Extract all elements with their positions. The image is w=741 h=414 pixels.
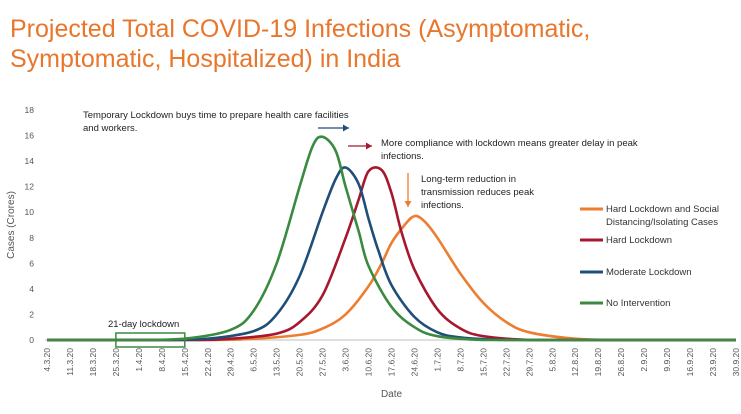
y-tick-label: 10 [25,207,35,217]
y-tick-label: 16 [25,131,35,141]
x-tick-label: 6.5.20 [249,348,259,372]
legend: Hard Lockdown and Social Distancing/Isola… [580,204,719,309]
x-tick-label: 15.4.20 [180,348,190,377]
chart-title: Projected Total COVID-19 Infections (Asy… [10,15,591,73]
x-tick-label: 20.5.20 [295,348,305,377]
x-tick-label: 15.7.20 [478,348,488,377]
x-tick-label: 26.8.20 [616,348,626,377]
x-axis-label: Date [381,389,403,400]
x-tick-label: 27.5.20 [318,348,328,377]
annotation-21-day-lockdown: 21-day lockdown [108,319,179,330]
y-tick-label: 12 [25,182,35,192]
annotation-temporary-lockdown: Temporary Lockdown buys time to prepare … [83,110,349,134]
series-line-0 [47,214,736,342]
lockdown-period-box [115,332,186,348]
y-tick-label: 14 [25,156,35,166]
y-tick-label: 8 [29,233,34,243]
x-tick-label: 17.6.20 [387,348,397,377]
series-line-3 [47,135,736,342]
x-tick-label: 12.8.20 [570,348,580,377]
x-tick-label: 5.8.20 [547,348,557,372]
x-tick-label: 9.9.20 [662,348,672,372]
legend-label-1: Hard Lockdown [606,235,672,246]
y-axis-label: Cases (Crores) [6,191,17,259]
arrow-long-term-reduction [404,173,412,207]
x-tick-label: 18.3.20 [88,348,98,377]
annotations: Temporary Lockdown buys time to prepare … [83,110,638,348]
y-tick-label: 6 [29,258,34,268]
legend-label-3: No Intervention [606,298,670,309]
y-tick-label: 4 [29,284,34,294]
x-tick-label: 8.7.20 [455,348,465,372]
x-tick-label: 23.9.20 [708,348,718,377]
x-tick-label: 11.3.20 [65,348,75,376]
x-tick-label: 24.6.20 [409,348,419,377]
x-tick-label: 16.9.20 [685,348,695,377]
x-tick-label: 1.7.20 [432,348,442,372]
x-tick-label: 30.9.20 [731,348,741,377]
x-tick-label: 22.4.20 [203,348,213,377]
x-tick-label: 2.9.20 [639,348,649,372]
x-tick-label: 29.4.20 [226,348,236,377]
legend-label-0: Hard Lockdown and Social Distancing/Isola… [606,204,719,228]
x-tick-label: 13.5.20 [272,348,282,377]
x-tick-label: 1.4.20 [134,348,144,372]
x-tick-label: 29.7.20 [524,348,534,377]
x-tick-label: 25.3.20 [111,348,121,377]
x-tick-labels: 4.3.20 11.3.20 18.3.20 25.3.20 1.4.20 8.4.20 1… [42,348,741,377]
y-tick-labels: 0 2 4 6 8 10 12 14 16 18 [25,105,35,345]
x-tick-label: 8.4.20 [157,348,167,372]
arrow-temporary-lockdown [318,124,349,132]
x-tick-label: 22.7.20 [501,348,511,377]
y-tick-label: 18 [25,105,35,115]
series-lines [47,135,736,342]
annotation-compliance: More compliance with lockdown means grea… [381,138,638,162]
x-tick-label: 19.8.20 [593,348,603,377]
x-tick-label: 10.6.20 [364,348,374,377]
x-tick-label: 4.3.20 [42,348,52,372]
annotation-long-term-reduction: Long-term reduction in transmission reduc… [421,174,534,211]
y-tick-label: 0 [29,335,34,345]
y-tick-label: 2 [29,309,34,319]
legend-label-2: Moderate Lockdown [606,267,692,278]
x-tick-label: 3.6.20 [341,348,351,372]
series-line-1 [47,166,736,342]
arrow-compliance [348,142,372,150]
